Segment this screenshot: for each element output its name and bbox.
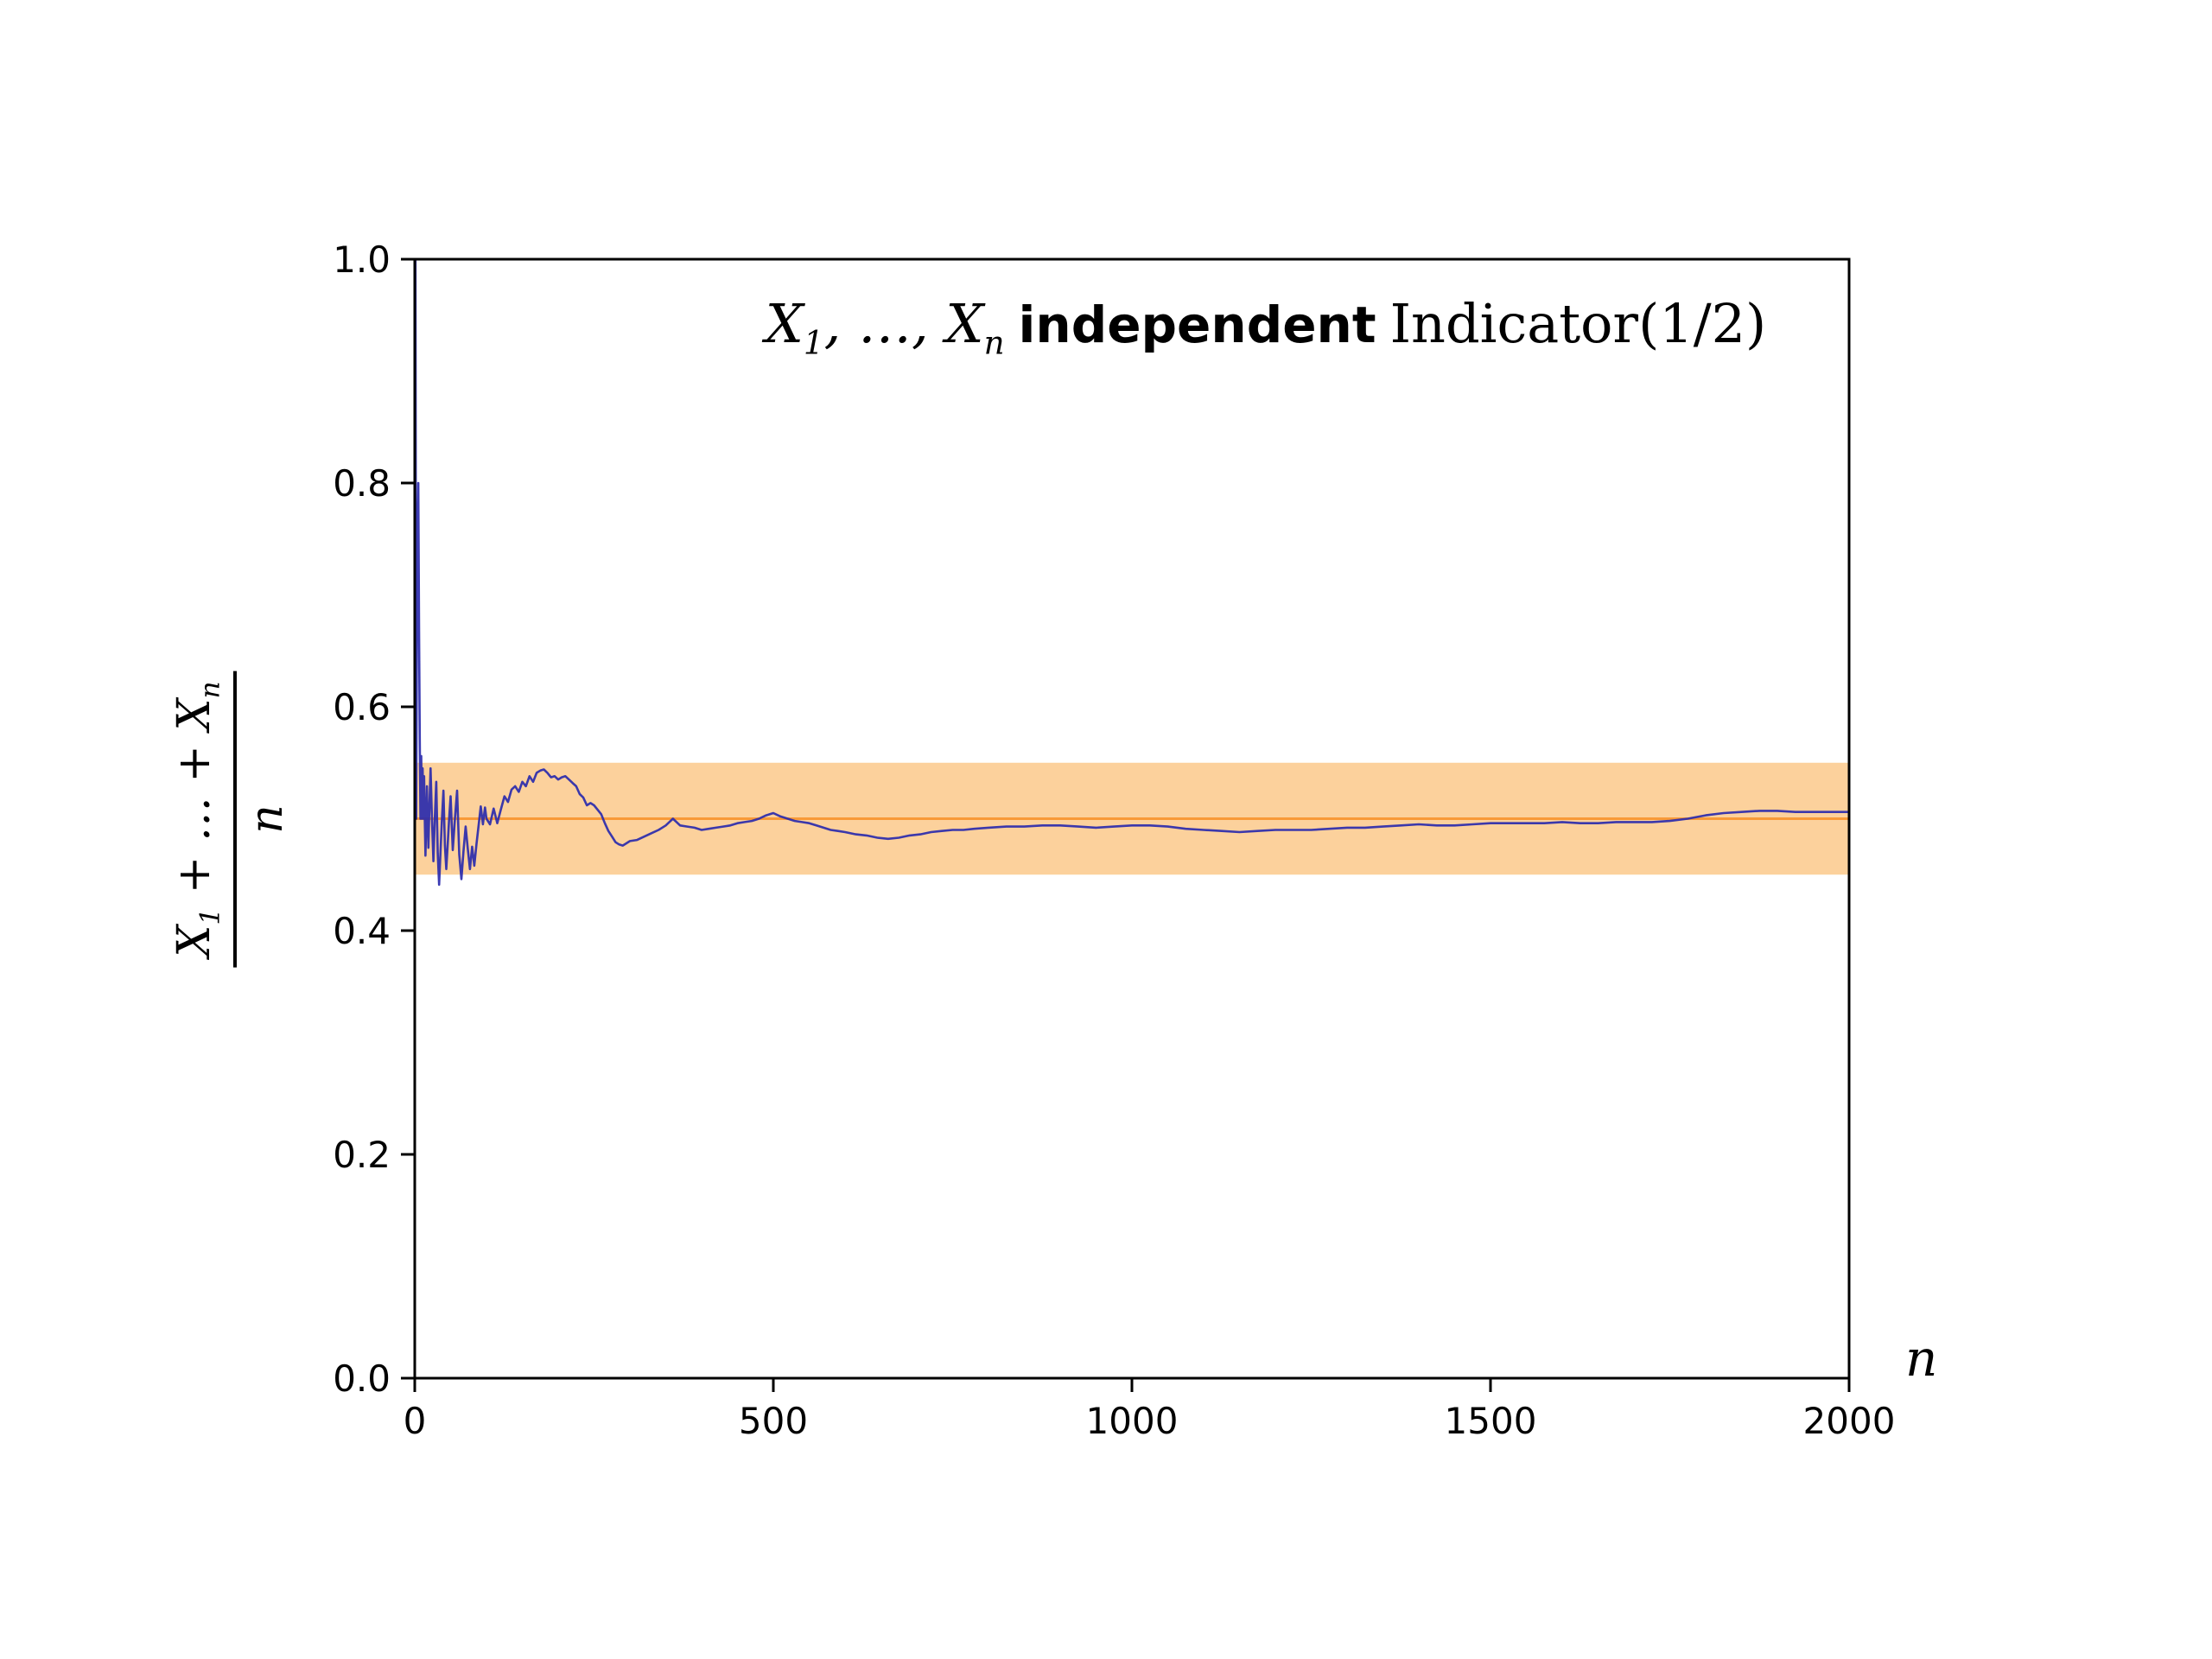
x-axis-label: n [1905,1329,1938,1388]
x-tick-label: 1000 [1086,1400,1179,1442]
y-tick-label: 0.8 [333,462,391,505]
y-axis-fraction: X1 + … + Xn n [168,671,294,968]
y-tick-label: 0.4 [333,910,391,952]
title-mid: , …, X [823,292,984,355]
num-mid: + … + X [168,698,220,908]
chart-title: X1, …, Xn independent Indicator(1/2) [766,292,1766,361]
title-sub-1: 1 [803,323,824,362]
y-tick-label: 1.0 [333,238,391,281]
x-tick-label: 0 [404,1400,427,1442]
num-sub-n: n [194,681,226,699]
x-tick-label: 500 [739,1400,808,1442]
y-axis-label: X1 + … + Xn n [168,671,294,968]
title-x: X [765,292,804,355]
x-tick-label: 2000 [1803,1400,1896,1442]
y-tick-label: 0.2 [333,1134,391,1176]
fraction-numerator: X1 + … + Xn [168,671,238,968]
fraction-denominator: n [241,804,294,834]
title-bold-word: independent [1018,296,1376,354]
running-average-line [414,257,1851,887]
title-distribution: Indicator(1/2) [1389,292,1767,355]
num-sub-1: 1 [194,907,226,925]
num-x: X [168,925,220,957]
title-sub-n: n [983,323,1005,362]
y-tick-label: 0.6 [333,686,391,728]
title-math-prefix: X1, …, Xn [765,292,1005,361]
y-tick-label: 0.0 [333,1357,391,1400]
x-tick-label: 1500 [1445,1400,1537,1442]
